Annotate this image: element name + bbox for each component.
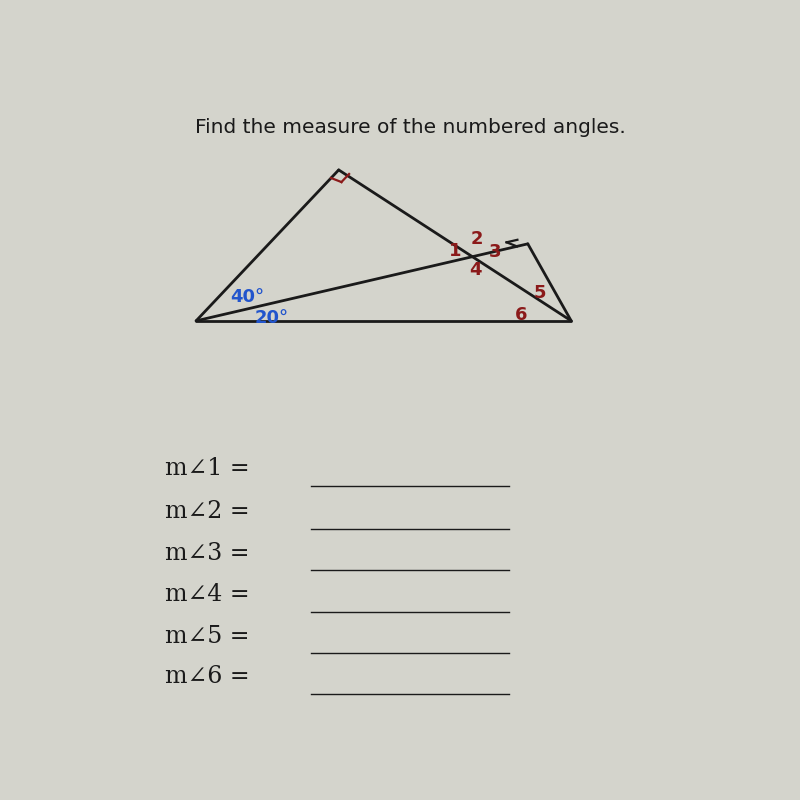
Text: 3: 3	[489, 242, 501, 261]
Text: m∠6 =: m∠6 =	[165, 666, 250, 688]
Text: m∠5 =: m∠5 =	[165, 625, 250, 648]
Text: 5: 5	[534, 284, 546, 302]
Text: m∠1 =: m∠1 =	[165, 457, 250, 480]
Text: 20°: 20°	[255, 309, 289, 326]
Text: m∠4 =: m∠4 =	[165, 583, 250, 606]
Text: m∠3 =: m∠3 =	[165, 542, 250, 565]
Text: 40°: 40°	[230, 289, 264, 306]
Text: Find the measure of the numbered angles.: Find the measure of the numbered angles.	[194, 118, 626, 137]
Text: 6: 6	[515, 306, 528, 324]
Text: 1: 1	[449, 242, 462, 259]
Text: m∠2 =: m∠2 =	[165, 500, 250, 523]
Text: 2: 2	[471, 230, 484, 249]
Text: 4: 4	[470, 262, 482, 279]
